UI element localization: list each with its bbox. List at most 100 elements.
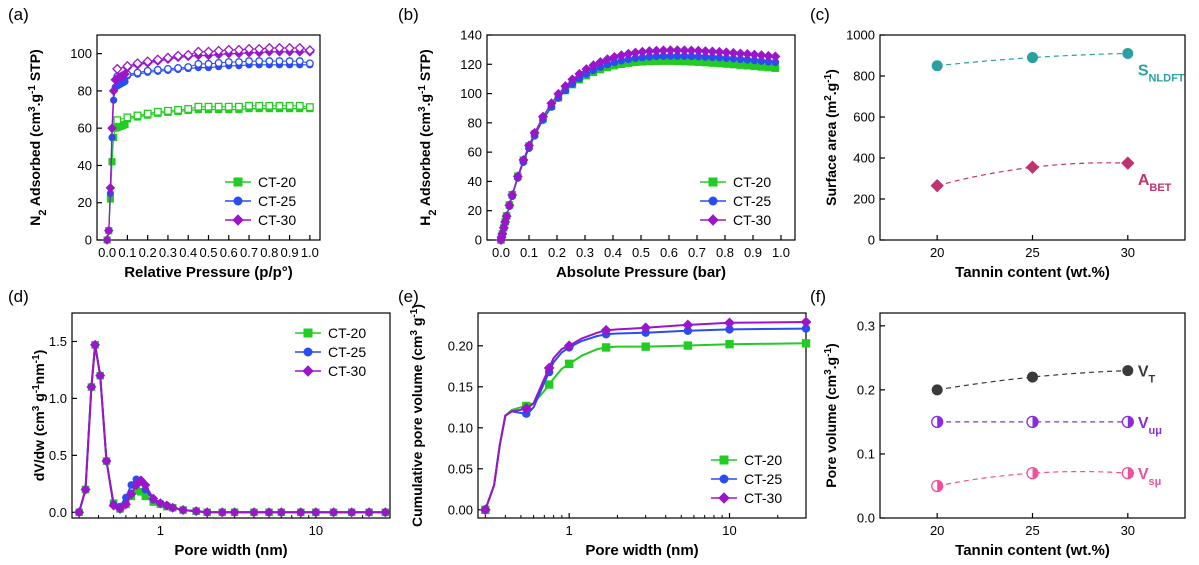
data-point — [364, 507, 375, 518]
data-point — [742, 49, 753, 60]
data-point — [546, 98, 557, 109]
desorption-point — [153, 107, 162, 116]
panel-e: (e) 1 10 Pore width (nm) 0.00 0.05 0.10 0.15 0.2… — [398, 287, 812, 559]
desorption-point — [142, 56, 153, 67]
series-CT-30 — [479, 316, 812, 516]
x-tick-label: 10 — [309, 523, 323, 538]
x-tick-label: 25 — [1025, 245, 1039, 260]
data-point — [800, 316, 812, 328]
data-point — [931, 415, 944, 429]
data-point — [127, 481, 136, 489]
desorption-point — [275, 101, 284, 110]
x-tick-label: 0.3 — [576, 245, 594, 260]
data-point — [524, 140, 534, 151]
y-tick-label: 20 — [468, 203, 482, 218]
legend-marker — [233, 177, 243, 187]
data-point — [686, 45, 697, 56]
desorption-point — [123, 113, 132, 122]
data-point — [132, 486, 141, 495]
desorption-point — [255, 57, 264, 66]
data-point — [714, 46, 725, 57]
series-CT-20 — [103, 101, 314, 244]
data-point — [693, 45, 704, 56]
legend-marker — [707, 214, 719, 226]
y-tick-label: 0.20 — [448, 338, 473, 353]
data-point — [603, 60, 612, 69]
series-SNLDFT: SNLDFT — [931, 47, 1185, 84]
desorption-point — [245, 57, 253, 66]
data-point — [617, 56, 626, 65]
data-point — [264, 507, 275, 518]
data-point — [596, 63, 605, 71]
data-point — [638, 53, 647, 62]
y-tick-label: 20 — [78, 195, 92, 210]
data-point — [707, 46, 718, 57]
data-point — [1122, 365, 1134, 377]
data-point — [700, 46, 711, 57]
data-point — [931, 60, 943, 72]
data-point — [756, 50, 767, 61]
desorption-point — [255, 101, 264, 110]
data-point — [715, 53, 724, 62]
data-point — [479, 504, 491, 516]
data-point — [931, 479, 944, 493]
desorption-point — [304, 45, 316, 56]
x-tick-label: 0.1 — [118, 245, 136, 260]
y-tick-label: 400 — [853, 151, 875, 166]
data-point — [743, 56, 752, 64]
data-point — [1027, 52, 1038, 64]
x-tick-label: 1 — [566, 523, 573, 538]
data-point — [248, 507, 259, 518]
data-point — [543, 362, 555, 374]
data-point — [538, 111, 548, 122]
desorption-point — [122, 60, 133, 72]
data-point — [148, 493, 159, 504]
desorption-point — [224, 102, 233, 111]
data-point — [644, 46, 655, 57]
desorption-point — [295, 101, 304, 110]
desorption-point — [214, 59, 223, 67]
panel-a: (a) 0.0 0.1 0.2 0.3 0.4 0.5 0.6 0.7 0.8 0.9 1.0 Rela… — [8, 5, 321, 281]
y-tick-label: 80 — [468, 115, 482, 130]
y-tick-label: 0.5 — [49, 448, 67, 463]
data-point — [631, 54, 640, 63]
desorption-point — [274, 42, 285, 54]
desorption-point — [285, 57, 294, 66]
desorption-point — [265, 101, 274, 110]
x-tick-label: 0.3 — [159, 245, 177, 260]
series-label: VT — [1138, 364, 1156, 386]
y-tick-label: 0.15 — [448, 379, 473, 394]
data-point — [757, 57, 766, 65]
data-point — [512, 171, 523, 182]
legend-entry: CT-20 — [328, 325, 366, 341]
desorption-point — [172, 50, 184, 62]
x-axis-c: 20 25 30 Tannin content (wt.%) — [930, 235, 1135, 281]
plot-frame-e — [477, 312, 807, 519]
data-point — [666, 57, 675, 65]
panel-label-f: (f) — [810, 287, 826, 306]
data-point — [645, 52, 654, 61]
data-point — [380, 507, 391, 518]
desorption-point — [203, 46, 214, 57]
x-tick-label: 0.2 — [548, 245, 566, 260]
legend-marker — [232, 214, 244, 226]
x-tick-label: 25 — [1025, 523, 1039, 538]
adsorption-point — [108, 86, 119, 96]
data-point — [764, 57, 773, 66]
y-tick-label: 40 — [78, 158, 92, 173]
data-point — [563, 340, 575, 352]
data-point — [310, 507, 321, 518]
y-axis-e: 0.00 0.05 0.10 0.15 0.20 Cumulative pore volu… — [409, 304, 483, 527]
data-point — [652, 52, 661, 61]
data-point — [715, 59, 724, 68]
series-VT: VT — [931, 364, 1156, 396]
data-point — [624, 59, 633, 67]
data-point — [1121, 467, 1134, 480]
x-tick-label: 0.0 — [492, 245, 510, 260]
desorption-point — [305, 103, 314, 112]
data-point — [295, 507, 306, 518]
legend-marker — [718, 492, 730, 504]
desorption-point — [275, 57, 284, 66]
adsorption-point — [121, 120, 129, 129]
